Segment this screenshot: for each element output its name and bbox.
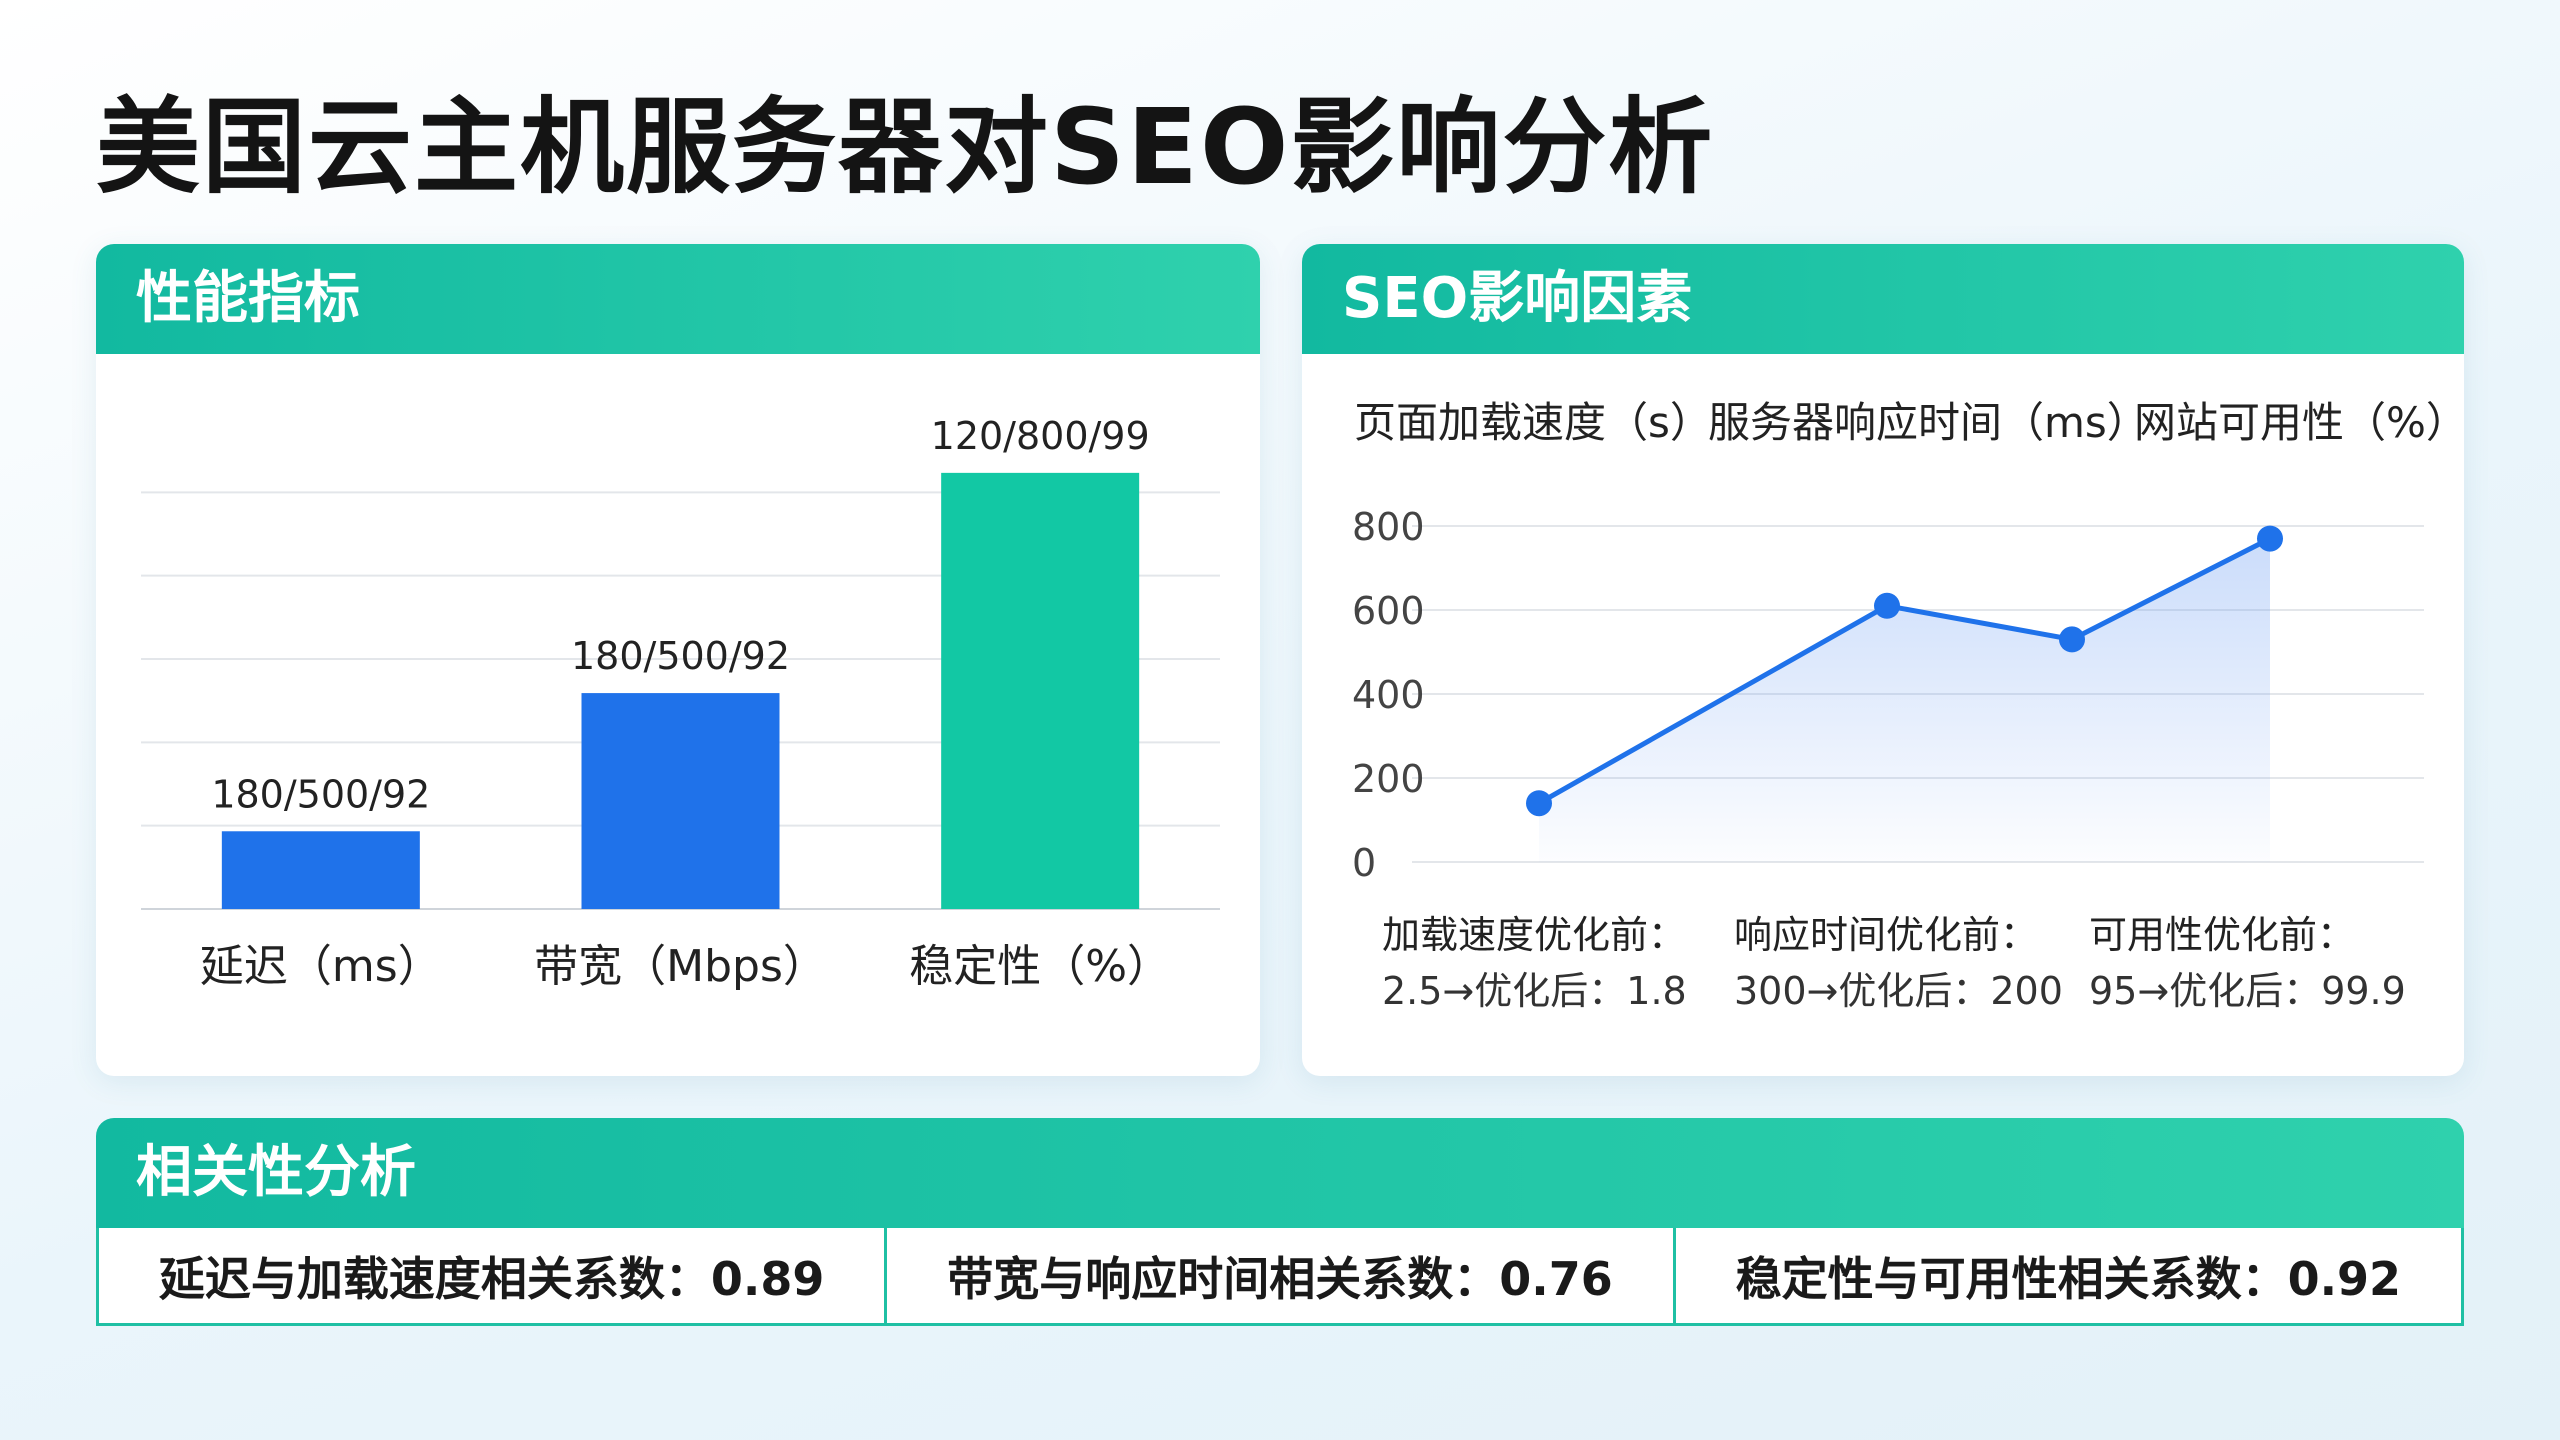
- data-point-4: [2257, 525, 2283, 552]
- y-tick-label: 800: [1352, 505, 1425, 549]
- legend-item-2: 服务器响应时间（ms）: [1708, 398, 2149, 447]
- bar-category-label: 延迟（ms）: [200, 941, 442, 992]
- bar-3: [941, 472, 1140, 909]
- performance-panel-header: 性能指标: [96, 244, 1260, 354]
- y-tick-label: 600: [1352, 589, 1425, 633]
- annotation-3-line-1: 可用性优化前：: [2089, 913, 2355, 957]
- annotation-1-line-2: 2.5→优化后：1.8: [1382, 969, 1687, 1013]
- legend-item-3: 网站可用性（%）: [2134, 398, 2464, 447]
- bar-data-label: 180/500/92: [571, 634, 790, 678]
- data-point-3: [2059, 626, 2085, 653]
- y-tick-label: 400: [1352, 673, 1425, 717]
- seo-factors-panel-header: SEO影响因素: [1302, 244, 2464, 354]
- correlation-panel: 相关性分析 延迟与加载速度相关系数：0.89 带宽与响应时间相关系数：0.76 …: [96, 1118, 2464, 1328]
- data-point-2: [1874, 592, 1900, 619]
- seo-factors-panel: SEO影响因素 页面加载速度（s） 服务器响应时间（ms） 网站可用性（%） 800 6…: [1302, 244, 2464, 1076]
- series-line: [1537, 536, 2272, 806]
- performance-bar-chart: 180/500/92 延迟（ms） 180/500/92 带宽（Mbps） 120/80…: [141, 414, 1220, 992]
- bar-data-label: 120/800/99: [931, 414, 1150, 458]
- performance-panel: 性能指标 180/500/92 延迟（ms） 180/500/92 带宽（Mbps） 1…: [96, 244, 1260, 1076]
- bar-data-label: 180/500/92: [211, 772, 430, 816]
- legend-item-1: 页面加载速度（s）: [1354, 398, 1712, 447]
- bar-category-label: 带宽（Mbps）: [534, 941, 827, 992]
- area-fill: [1539, 538, 2270, 862]
- annotation-1-line-1: 加载速度优化前：: [1382, 913, 1686, 957]
- bar-category-label: 稳定性（%）: [909, 941, 1171, 992]
- y-tick-label: 0: [1352, 841, 1376, 885]
- y-tick-label: 200: [1352, 757, 1425, 801]
- correlation-stability-availability: 稳定性与可用性相关系数：0.92: [1735, 1251, 2402, 1306]
- page-title: 美国云主机服务器对SEO影响分析: [96, 86, 1715, 208]
- correlation-bandwidth-response: 带宽与响应时间相关系数：0.76: [887, 1228, 1676, 1323]
- correlation-row: 延迟与加载速度相关系数：0.89 带宽与响应时间相关系数：0.76 稳定性与可用…: [96, 1228, 2464, 1326]
- correlation-latency-load: 延迟与加载速度相关系数：0.89: [99, 1228, 888, 1323]
- data-point-1: [1526, 790, 1552, 817]
- bar-1: [221, 831, 420, 909]
- annotation-2-line-2: 300→优化后：200: [1734, 969, 2063, 1013]
- annotation-2-line-1: 响应时间优化前：: [1734, 913, 2038, 957]
- annotation-3-line-2: 95→优化后：99.9: [2089, 969, 2406, 1013]
- bar-2: [581, 693, 780, 909]
- seo-line-chart: 页面加载速度（s）服务器响应时间（ms）网站可用性（%） 800 600 400 200…: [1352, 398, 2464, 1013]
- correlation-panel-header: 相关性分析: [96, 1118, 2464, 1228]
